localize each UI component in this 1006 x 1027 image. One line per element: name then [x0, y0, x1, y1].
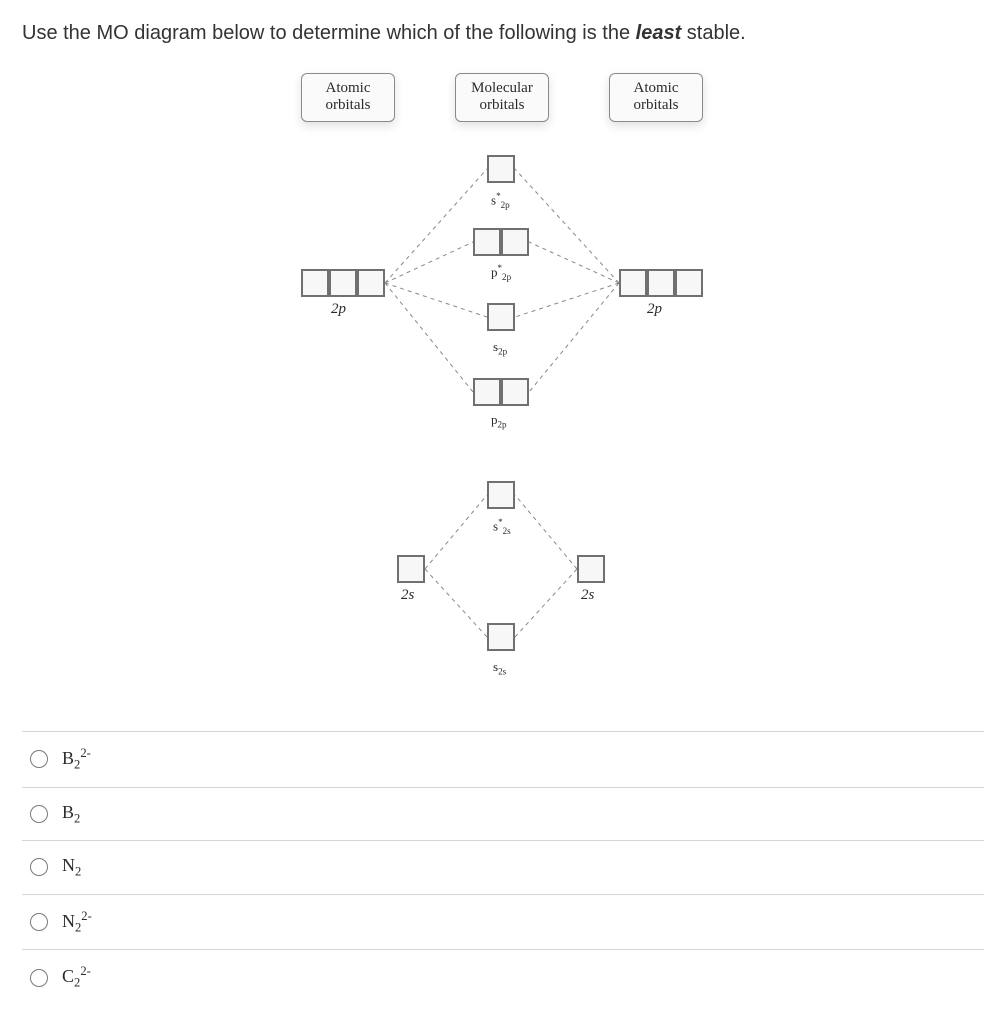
- answer-option-b2[interactable]: B2: [22, 788, 984, 842]
- orbital-box-p2_left: [357, 269, 385, 297]
- orbital-box-p2_right: [647, 269, 675, 297]
- question-prefix: Use the MO diagram below to determine wh…: [22, 22, 636, 44]
- orbital-label-s2p_star_lbl: s*2p: [491, 191, 510, 210]
- question-suffix: stable.: [681, 22, 745, 44]
- radio-n2[interactable]: [30, 858, 48, 876]
- question-emphasis: least: [636, 22, 682, 44]
- answer-option-n2_2m[interactable]: N22-: [22, 895, 984, 951]
- answer-option-n2[interactable]: N2: [22, 841, 984, 895]
- radio-n2_2m[interactable]: [30, 913, 48, 931]
- orbital-label-p2p_star_lbl: p*2p: [491, 263, 511, 282]
- radio-b2[interactable]: [30, 805, 48, 823]
- orbital-box-p2_right: [619, 269, 647, 297]
- orbital-box-p2p_star: [473, 228, 501, 256]
- orbital-box-p2_left: [301, 269, 329, 297]
- answer-list: B22- B2 N2 N22- C22-: [22, 731, 984, 1005]
- radio-c2_2m[interactable]: [30, 969, 48, 987]
- question-text: Use the MO diagram below to determine wh…: [22, 22, 984, 45]
- answer-label: C22-: [62, 964, 91, 991]
- orbital-box-s2_right: [577, 555, 605, 583]
- orbital-label-s2p_lbl: s2p: [493, 339, 507, 357]
- orbital-box-p2_left: [329, 269, 357, 297]
- answer-label: N22-: [62, 909, 92, 936]
- orbital-label-p2p_lbl: p2p: [491, 412, 507, 430]
- orbital-box-p2p: [473, 378, 501, 406]
- orbital-label-s2_right: 2s: [581, 587, 594, 604]
- orbital-box-s2_left: [397, 555, 425, 583]
- orbital-box-p2_right: [675, 269, 703, 297]
- answer-label: N2: [62, 855, 81, 880]
- orbital-label-s2s_star_lbl: s*2s: [493, 517, 511, 536]
- orbital-label-s2_left: 2s: [401, 587, 414, 604]
- orbital-box-s2s_star: [487, 481, 515, 509]
- orbital-label-p2_left: 2p: [331, 301, 346, 318]
- orbital-box-s2p_star: [487, 155, 515, 183]
- answer-option-c2_2m[interactable]: C22-: [22, 950, 984, 1005]
- orbital-box-s2p: [487, 303, 515, 331]
- orbital-label-p2_right: 2p: [647, 301, 662, 318]
- orbital-box-p2p_star: [501, 228, 529, 256]
- answer-option-b2_2m[interactable]: B22-: [22, 732, 984, 788]
- orbital-label-s2s_lbl: s2s: [493, 659, 506, 677]
- radio-b2_2m[interactable]: [30, 750, 48, 768]
- orbital-box-p2p: [501, 378, 529, 406]
- answer-label: B2: [62, 802, 80, 827]
- mo-diagram: Atomic orbitals Molecular orbitals Atomi…: [293, 73, 713, 713]
- answer-label: B22-: [62, 746, 91, 773]
- orbital-box-s2s: [487, 623, 515, 651]
- mo-diagram-container: Atomic orbitals Molecular orbitals Atomi…: [22, 73, 984, 713]
